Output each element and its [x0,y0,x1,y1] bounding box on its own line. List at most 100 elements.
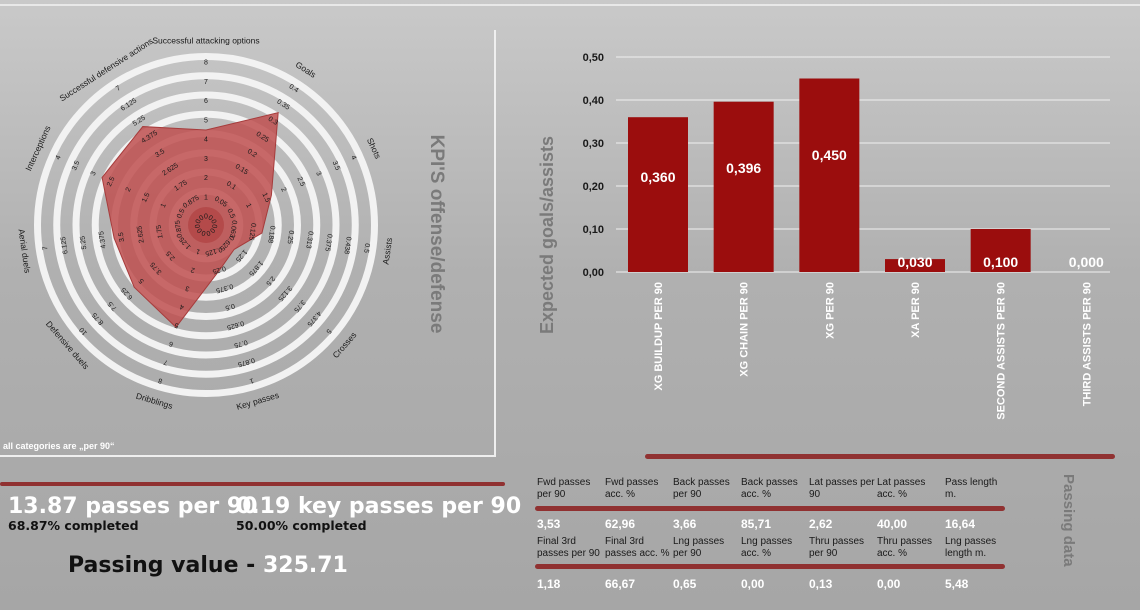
radar-tick-label: 0.5 [176,208,186,220]
brush-stroke-row2 [535,564,1005,569]
bar-value-label: 0,360 [640,169,675,185]
radar-tick-label: 3 [314,171,322,178]
table-value-cell: 1,18 [537,577,561,591]
radar-tick-label: 5 [138,277,146,285]
radar-tick-label: 4 [179,302,185,310]
bar-ytick-label: 0,10 [583,224,604,236]
bar-value-label: 0,100 [983,254,1018,270]
radar-tick-label: 0.75 [233,338,248,349]
passes-per90: 13.87 passes per 90 [8,494,258,519]
table-header-cell: Thru passes per 90 [809,536,865,559]
radar-tick-label: 4 [204,137,208,144]
radar-tick-label: 7.5 [107,300,119,312]
passing-value-label: Passing value - [68,553,263,578]
passing-value-number: 325.71 [262,553,348,578]
radar-tick-label: 1.75 [156,224,165,239]
radar-center [188,207,224,243]
radar-tick-label: 0.875 [174,220,183,238]
radar-tick-label: 1 [160,202,168,209]
radar-tick-label: 0.3 [267,116,279,127]
radar-tick-label: 0.5 [224,302,235,311]
bar [970,229,1031,272]
bar [799,78,860,272]
radar-tick-label: 4 [349,155,357,162]
brush-stroke-left [0,482,505,486]
radar-tick-label: 0 [207,214,214,222]
key-passes-completed: 50.00% completed [236,518,367,533]
radar-category-label: Successful attacking options [152,35,259,45]
radar-tick-label: 6.125 [60,236,69,254]
radar-tick-label: 1.5 [141,192,151,204]
radar-tick-label: 5 [324,327,332,335]
radar-tick-label: 2.5 [106,176,116,188]
radar-ring [53,72,359,378]
bar-value-label: 0,000 [1069,254,1104,270]
bar-ytick-label: 0,20 [583,181,604,193]
radar-tick-label: 3 [185,284,191,292]
radar-tick-label: 0.625 [226,319,245,331]
bar [713,101,774,272]
radar-tick-label: 3 [90,170,98,177]
radar-tick-label: 8 [157,376,163,384]
radar-tick-label: 0 [210,224,217,229]
bar-chart: 0,00 0,10 0,20 0,30 0,40 0,50 Expected goals/a… [537,52,1110,420]
table-value-cell: 3,53 [537,517,561,531]
radar-ring [34,53,378,397]
key-passes-per90: 0.19 key passes per 90 [236,494,522,519]
bar [885,259,945,272]
radar-tick-label: 6 [168,339,174,347]
table-value-cell: 5,48 [945,577,969,591]
table-value-cell: 0,65 [673,577,697,591]
radar-tick-label: 3 [204,156,208,163]
table-value-cell: 0,13 [809,577,833,591]
table-value-cell: 0,00 [741,577,765,591]
radar-tick-label: 2.5 [264,275,276,287]
radar-tick-label: 2.625 [136,225,145,243]
radar-tick-label: 0.375 [215,282,234,294]
bar-ytick-label: 0,40 [583,95,604,107]
radar-tick-label: 2.5 [165,249,177,261]
radar-tick-label: 1 [195,247,201,255]
radar-tick-label: 0.25 [211,264,226,275]
radar-chart: 0 1 2 3 4 5 6 7 8 Successful attacking options 0 0.… [17,35,447,412]
radar-tick-label: 10 [78,326,88,337]
radar-tick-label: 1 [249,376,255,384]
radar-category-label: Shots [365,136,383,160]
radar-tick-label: 7 [163,358,169,366]
table-value-cell: 2,62 [809,517,833,531]
radar-tick-label: 0.25 [286,230,295,245]
table-header-cell: Lng passes per 90 [673,536,725,559]
brush-stroke-row1 [535,506,1005,511]
bar-ytick-label: 0,50 [583,52,604,64]
radar-tick-label: 0 [205,229,211,237]
passing-data-title-wrap: Passing data [1060,474,1077,567]
top-border [0,4,1140,6]
radar-tick-label: 6 [204,98,208,105]
radar-tick-label: 0 [204,214,208,221]
radar-tick-label: 4.375 [98,231,107,249]
radar-tick-label: 0.2 [246,148,258,159]
radar-tick-label: 1 [204,194,208,201]
radar-tick-label: 7 [115,85,122,93]
radar-tick-label: 8 [204,60,208,67]
radar-tick-label: 5 [174,321,180,329]
radar-tick-label: 0.5 [225,208,235,220]
radar-tick-label: 0 [201,229,207,237]
radar-tick-label: 3.5 [154,148,166,159]
radar-tick-label: 7 [204,79,208,86]
radar-category-label: Aerial duels [17,228,33,273]
bar-value-label: 0,450 [812,147,847,163]
radar-category-label: Dribblings [135,391,174,411]
table-header-cell: Back passes acc. % [741,477,798,500]
table-value-cell: 62,96 [605,517,636,531]
table-header-cell: Final 3rd passes per 90 [537,536,600,559]
table-header-cell: Final 3rd passes acc. % [605,536,670,559]
bar-ylabel: Expected goals/assists [537,136,557,334]
radar-ring [91,110,321,340]
bar-category-label: XG BUILDUP PER 90 [653,282,665,391]
bar [628,117,688,272]
bar-category-label: SECOND ASSISTS PER 90 [996,282,1008,420]
radar-tick-label: 0 [208,226,216,234]
table-header-cell: Lng passes acc. % [741,536,793,559]
radar-tick-label: 0.063 [228,220,237,238]
